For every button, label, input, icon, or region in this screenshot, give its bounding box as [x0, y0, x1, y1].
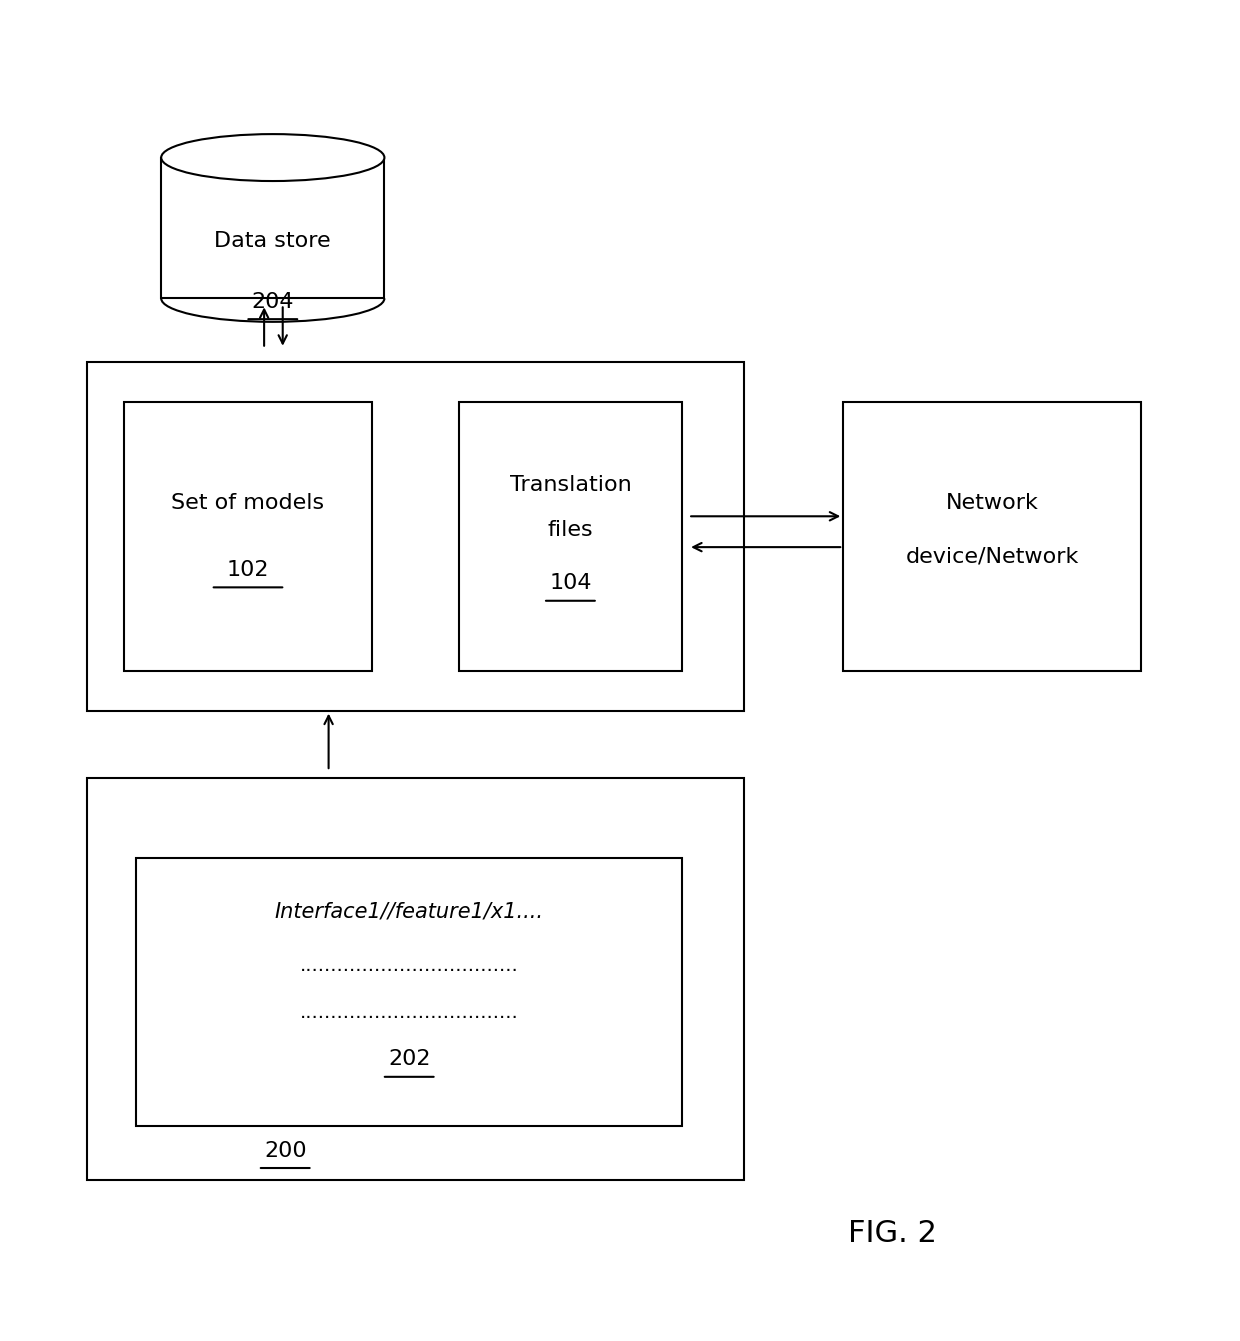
FancyBboxPatch shape: [87, 362, 744, 711]
Text: ...................................: ...................................: [300, 1003, 518, 1022]
Text: Translation: Translation: [510, 476, 631, 495]
Text: 200: 200: [264, 1141, 306, 1160]
Text: 102: 102: [227, 561, 269, 579]
Text: Network: Network: [946, 493, 1038, 512]
Text: device/Network: device/Network: [905, 547, 1079, 566]
FancyBboxPatch shape: [87, 778, 744, 1180]
Text: 204: 204: [252, 292, 294, 311]
Text: Interface1//feature1/x1....: Interface1//feature1/x1....: [275, 902, 543, 921]
FancyBboxPatch shape: [459, 402, 682, 670]
Text: 104: 104: [549, 574, 591, 593]
FancyBboxPatch shape: [136, 858, 682, 1126]
FancyBboxPatch shape: [124, 402, 372, 670]
Text: FIG. 2: FIG. 2: [848, 1219, 937, 1248]
Text: Set of models: Set of models: [171, 493, 325, 512]
Polygon shape: [161, 158, 384, 299]
Text: 202: 202: [388, 1050, 430, 1069]
Text: ...................................: ...................................: [300, 956, 518, 975]
FancyBboxPatch shape: [843, 402, 1141, 670]
Text: files: files: [548, 520, 593, 539]
Ellipse shape: [161, 134, 384, 181]
Text: Data store: Data store: [215, 232, 331, 251]
